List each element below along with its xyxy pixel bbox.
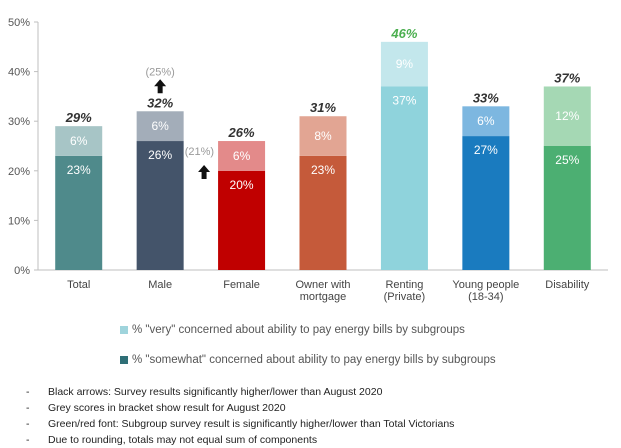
legend-item-very: % "very" concerned about ability to pay … xyxy=(120,322,496,338)
data-label-very: 6% xyxy=(70,134,88,148)
y-tick-label: 20% xyxy=(8,166,30,178)
bar-somewhat xyxy=(462,136,510,270)
x-tick-label: Owner with xyxy=(295,279,350,291)
data-label-somewhat: 23% xyxy=(311,163,335,177)
chart-canvas: 0% 10% 20% 30% 40% 50% 23% 6% 29% Total 26% 6% 32% Ma… xyxy=(8,17,608,303)
bar-very xyxy=(55,126,103,156)
footnote: - Black arrows: Survey results significan… xyxy=(26,384,454,400)
bar-somewhat xyxy=(543,146,591,270)
y-tick-label: 0% xyxy=(14,265,30,277)
total-label: 46% xyxy=(390,26,417,41)
y-tick-label: 10% xyxy=(8,215,30,227)
legend-label-very: % "very" concerned about ability to pay … xyxy=(132,324,465,336)
footnote-text: Green/red font: Subgroup survey result i… xyxy=(48,418,455,430)
bar-somewhat xyxy=(55,155,103,270)
data-label-very: 9% xyxy=(396,57,414,71)
y-tick-label: 40% xyxy=(8,67,30,79)
x-tick-label: Male xyxy=(148,279,172,291)
footnote-text: Grey scores in bracket show result for A… xyxy=(48,402,286,414)
footnote-text: Due to rounding, totals may not equal su… xyxy=(48,434,318,446)
arrow-up-icon xyxy=(198,165,211,180)
bar-somewhat xyxy=(218,170,266,270)
data-label-very: 8% xyxy=(314,129,332,143)
legend-swatch-somewhat xyxy=(120,356,128,364)
bar-very xyxy=(218,141,266,171)
data-label-somewhat: 23% xyxy=(67,163,91,177)
footnote: - Due to rounding, totals may not equal s… xyxy=(26,432,454,448)
bar-very xyxy=(462,106,510,137)
y-tick-label: 50% xyxy=(8,17,30,29)
bar-very xyxy=(136,111,184,142)
footnote-bullet: - xyxy=(26,434,30,446)
x-tick-label: Disability xyxy=(545,279,590,291)
previous-result-label: (25%) xyxy=(145,66,174,78)
footnote: - Green/red font: Subgroup survey result … xyxy=(26,416,454,432)
y-tick-label: 30% xyxy=(8,116,30,128)
legend-label-somewhat: % "somewhat" concerned about ability to … xyxy=(132,354,496,366)
legend: % "very" concerned about ability to pay … xyxy=(120,322,496,382)
data-label-somewhat: 25% xyxy=(555,153,579,167)
total-label: 33% xyxy=(473,90,499,105)
x-tick-label: Female xyxy=(223,279,260,291)
bar-somewhat xyxy=(299,155,347,270)
bar-very xyxy=(299,116,347,156)
bar-somewhat xyxy=(380,86,428,270)
bar-very xyxy=(380,41,428,87)
total-label: 29% xyxy=(65,110,92,125)
footnote-bullet: - xyxy=(26,418,30,430)
legend-item-somewhat: % "somewhat" concerned about ability to … xyxy=(120,352,496,368)
data-label-very: 6% xyxy=(477,114,495,128)
total-label: 32% xyxy=(147,95,173,110)
bar-somewhat xyxy=(136,141,184,270)
x-tick-label: Young people xyxy=(452,279,519,291)
footnotes: - Black arrows: Survey results significan… xyxy=(26,384,454,448)
arrow-up-icon xyxy=(154,79,167,94)
data-label-somewhat: 27% xyxy=(474,143,498,157)
total-label: 37% xyxy=(554,70,580,85)
data-label-somewhat: 20% xyxy=(230,178,254,192)
x-tick-label: mortgage xyxy=(300,291,346,303)
data-label-somewhat: 26% xyxy=(148,148,172,162)
footnote-bullet: - xyxy=(26,386,30,398)
x-tick-label: (Private) xyxy=(384,291,426,303)
data-label-very: 12% xyxy=(555,109,579,123)
total-label: 26% xyxy=(228,125,255,140)
total-label: 31% xyxy=(310,100,336,115)
previous-result-label: (21%) xyxy=(185,146,214,158)
data-label-somewhat: 37% xyxy=(392,93,416,107)
data-label-very: 6% xyxy=(233,149,251,163)
footnote-bullet: - xyxy=(26,402,30,414)
x-tick-label: Total xyxy=(67,279,90,291)
legend-swatch-very xyxy=(120,326,128,334)
x-tick-label: Renting xyxy=(385,279,423,291)
footnote-text: Black arrows: Survey results significant… xyxy=(48,386,383,398)
footnote: - Grey scores in bracket show result for … xyxy=(26,400,454,416)
x-tick-label: (18-34) xyxy=(468,291,503,303)
bar-very xyxy=(543,86,591,146)
data-label-very: 6% xyxy=(151,119,169,133)
